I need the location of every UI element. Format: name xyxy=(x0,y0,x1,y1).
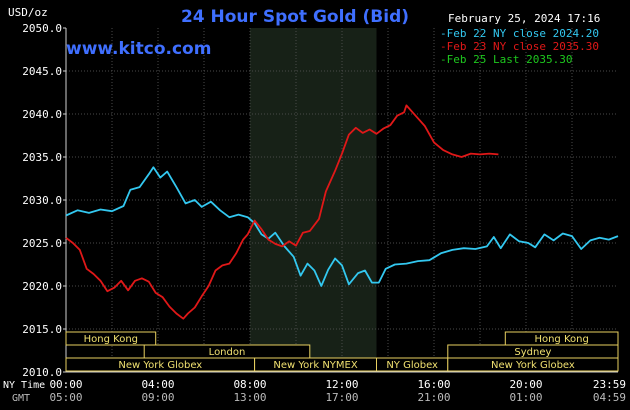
x-tick-label-gmt: 05:00 xyxy=(49,391,82,404)
x-tick-label-ny: 08:00 xyxy=(233,378,266,391)
x-tick-label-ny: 23:59 xyxy=(593,378,626,391)
y-tick-label: 2015.0 xyxy=(22,323,62,336)
x-tick-label-ny: 04:00 xyxy=(141,378,174,391)
session-label: New York Globex xyxy=(491,360,575,371)
watermark-url: www.kitco.com xyxy=(66,39,211,59)
x-row-label-gmt: GMT xyxy=(12,393,30,404)
legend: -Feb 22 NY close 2024.20-Feb 23 NY close… xyxy=(440,27,599,66)
series-line-2 xyxy=(65,104,499,320)
x-tick-label-gmt: 13:00 xyxy=(233,391,266,404)
y-tick-label: 2020.0 xyxy=(22,280,62,293)
x-tick-label-ny: 00:00 xyxy=(49,378,82,391)
y-tick-label: 2050.0 xyxy=(22,22,62,35)
session-box xyxy=(65,331,157,346)
series-line-1 xyxy=(65,166,619,287)
session-label: New York NYMEX xyxy=(273,360,358,371)
session-label: NY Globex xyxy=(386,360,438,371)
x-tick-label-gmt: 17:00 xyxy=(325,391,358,404)
x-tick-label-ny: 12:00 xyxy=(325,378,358,391)
chart-title: 24 Hour Spot Gold (Bid) xyxy=(181,7,409,27)
y-tick-label: 2010.0 xyxy=(22,366,62,379)
session-label: Sydney xyxy=(514,347,551,358)
timestamp: February 25, 2024 17:16 xyxy=(448,12,600,25)
x-tick-label-gmt: 21:00 xyxy=(417,391,450,404)
y-tick-label: 2040.0 xyxy=(22,108,62,121)
y-unit-label: USD/oz xyxy=(8,6,48,19)
session-label: New York Globex xyxy=(118,360,202,371)
legend-entry: -Feb 23 NY close 2035.30 xyxy=(440,40,599,53)
legend-entry: -Feb 25 Last 2035.30 xyxy=(440,53,572,66)
y-tick-label: 2025.0 xyxy=(22,237,62,250)
y-tick-label: 2045.0 xyxy=(22,65,62,78)
x-row-label-ny: NY Time xyxy=(3,380,45,391)
session-label: London xyxy=(209,347,246,358)
x-tick-label-gmt: 04:59 xyxy=(593,391,626,404)
x-tick-label-gmt: 01:00 xyxy=(509,391,542,404)
y-tick-label: 2035.0 xyxy=(22,151,62,164)
session-label: Hong Kong xyxy=(84,334,138,345)
nymex-highlight-band xyxy=(250,28,377,372)
session-box xyxy=(447,357,619,372)
legend-entry: -Feb 22 NY close 2024.20 xyxy=(440,27,599,40)
x-tick-label-ny: 16:00 xyxy=(417,378,450,391)
x-tick-label-ny: 20:00 xyxy=(509,378,542,391)
session-label: Hong Kong xyxy=(534,334,588,345)
x-tick-label-gmt: 09:00 xyxy=(141,391,174,404)
y-tick-label: 2030.0 xyxy=(22,194,62,207)
